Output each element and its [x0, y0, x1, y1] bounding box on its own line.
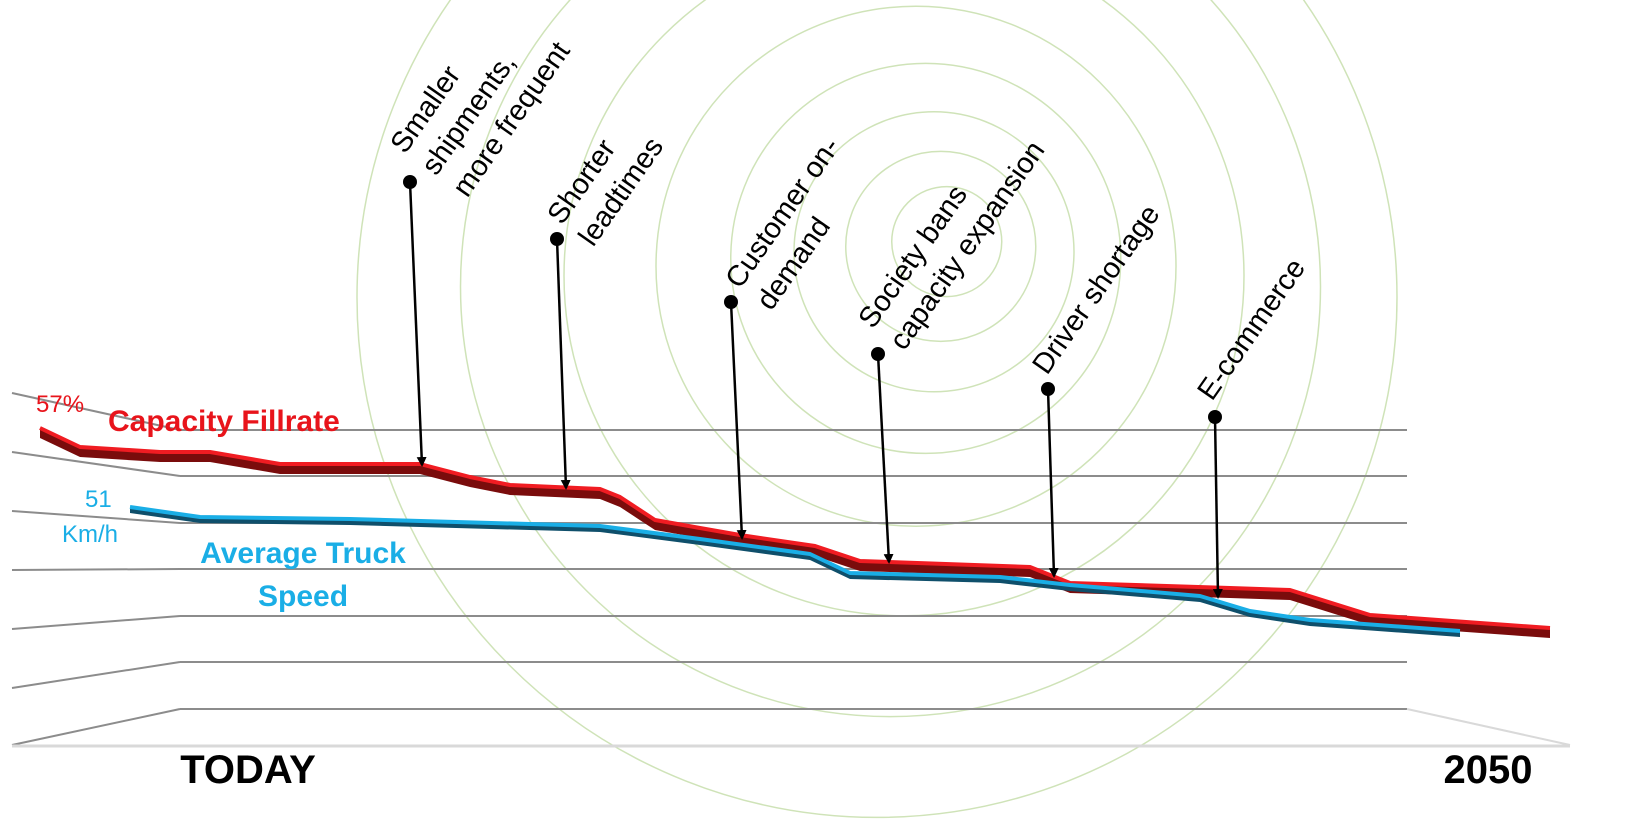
floor-line: [11, 451, 181, 477]
driver-text: E-commerce: [1192, 253, 1312, 406]
ribbon-shadow: [130, 507, 1460, 637]
driver-arrows: [403, 175, 1223, 599]
speed-label: Average Truck: [200, 537, 406, 570]
fillrate-value: 57%: [36, 391, 84, 418]
circle: [730, 62, 1122, 455]
driver-label: E-commerce: [1192, 253, 1312, 406]
arrow-dot: [724, 295, 738, 309]
speed-unit: Km/h: [62, 521, 118, 548]
floor-line: [11, 392, 181, 431]
circle: [845, 150, 1037, 343]
circle: [459, 0, 1322, 718]
circle: [891, 185, 1003, 298]
floor-line: [11, 568, 181, 571]
arrow-dot: [1041, 382, 1055, 396]
arrow-dot: [871, 347, 885, 361]
arrow: [729, 301, 747, 540]
arrow: [1046, 388, 1059, 578]
floor-line: [11, 510, 181, 524]
background-circles: [356, 0, 1398, 818]
timeline-end: 2050: [1444, 748, 1533, 792]
floor-grid: [11, 392, 1571, 748]
floor-line: [1406, 708, 1571, 746]
circle: [655, 5, 1177, 527]
floor-line: [11, 615, 181, 630]
trend-ribbons: [39, 426, 1551, 638]
arrow: [876, 353, 894, 564]
arrow: [555, 238, 571, 490]
ribbon-top: [39, 426, 1551, 630]
timeline-start: TODAY: [180, 748, 316, 792]
circle: [793, 111, 1075, 393]
fillrate-label: Capacity Fillrate: [108, 405, 340, 438]
speed-value: 51: [85, 486, 112, 513]
arrow: [1212, 416, 1223, 599]
arrow: [408, 181, 427, 467]
floor-line: [11, 661, 181, 689]
arrow-dot: [403, 175, 417, 189]
ribbon-top: [129, 505, 1461, 633]
circle: [356, 0, 1398, 818]
arrow-dot: [550, 232, 564, 246]
speed-label: Speed: [258, 580, 348, 613]
floor-line: [11, 708, 181, 746]
arrow-dot: [1208, 410, 1222, 424]
